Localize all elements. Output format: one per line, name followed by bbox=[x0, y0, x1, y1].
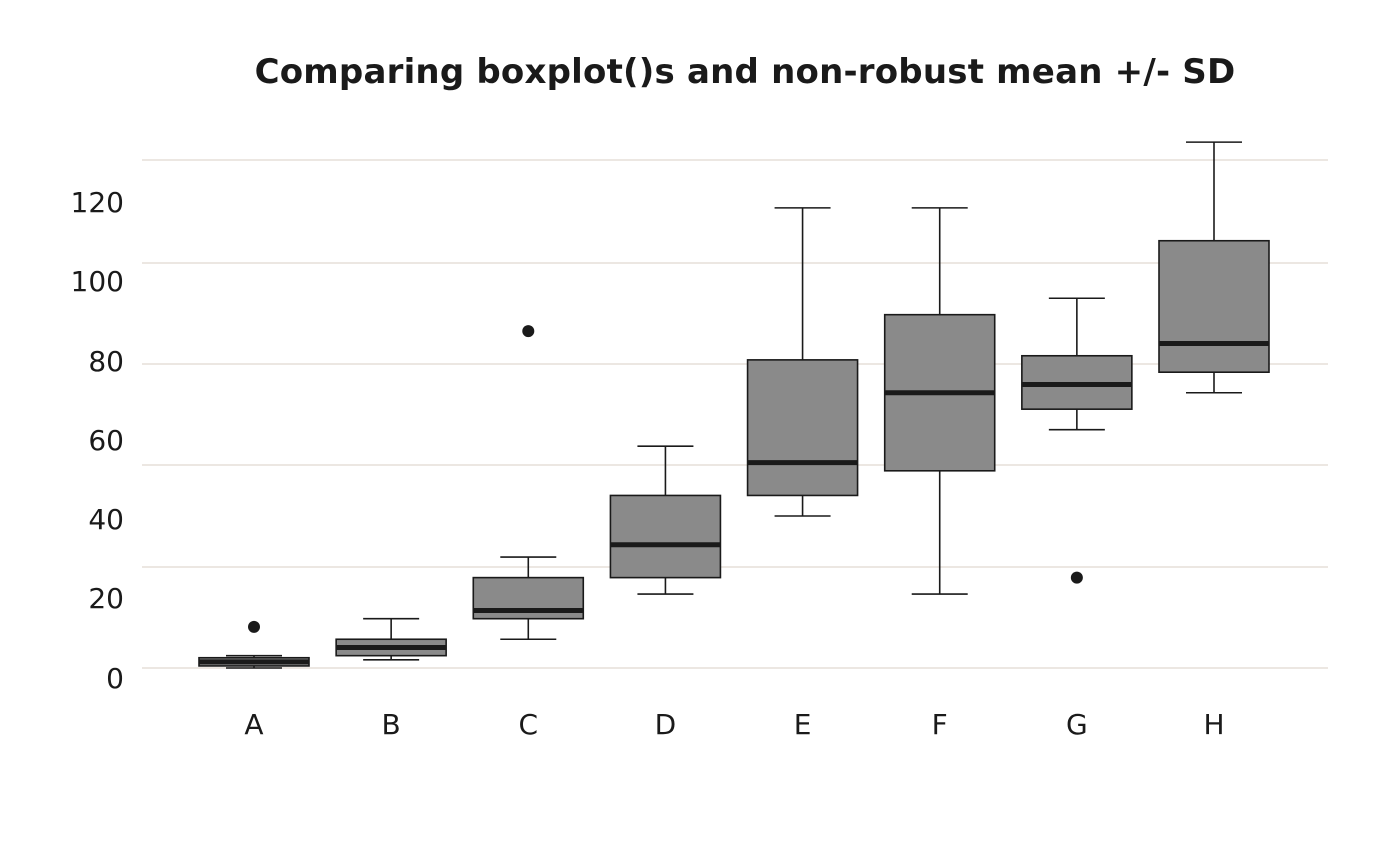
x-tick-label-c: C bbox=[519, 708, 539, 741]
y-axis-tick-labels: 0 20 40 60 80 100 120 bbox=[71, 186, 124, 695]
y-tick-label: 80 bbox=[88, 345, 124, 378]
box-e bbox=[746, 207, 859, 517]
box-f bbox=[883, 207, 996, 595]
outlier-point bbox=[248, 620, 260, 633]
x-tick-label-h: H bbox=[1203, 708, 1224, 741]
outlier-point bbox=[522, 325, 535, 338]
box-iqr bbox=[609, 494, 722, 579]
outlier-point bbox=[1070, 571, 1083, 584]
x-tick-label-e: E bbox=[794, 708, 812, 741]
x-axis-tick-labels: A B C D E F G H bbox=[244, 708, 1224, 741]
chart-title: Comparing boxplot()s and non-robust mean… bbox=[254, 52, 1236, 92]
y-tick-label: 100 bbox=[71, 265, 124, 298]
y-tick-label: 60 bbox=[88, 424, 124, 457]
y-tick-label: 0 bbox=[106, 662, 124, 695]
y-tick-label: 40 bbox=[88, 503, 124, 536]
x-tick-label-g: G bbox=[1066, 708, 1088, 741]
x-tick-label-d: D bbox=[655, 708, 677, 741]
y-tick-label: 20 bbox=[88, 582, 124, 615]
box-a bbox=[198, 620, 310, 669]
box-g bbox=[1021, 297, 1133, 584]
x-tick-label-b: B bbox=[382, 708, 401, 741]
x-tick-label-f: F bbox=[932, 708, 948, 741]
box-d bbox=[609, 445, 722, 595]
box-c bbox=[472, 325, 585, 641]
x-tick-label-a: A bbox=[244, 708, 263, 741]
box-iqr bbox=[746, 359, 859, 497]
box-b bbox=[335, 617, 447, 661]
y-tick-label: 120 bbox=[71, 186, 124, 219]
box-iqr bbox=[1158, 239, 1270, 373]
boxes bbox=[198, 141, 1270, 669]
gridlines bbox=[142, 159, 1328, 669]
box-h bbox=[1158, 141, 1270, 394]
